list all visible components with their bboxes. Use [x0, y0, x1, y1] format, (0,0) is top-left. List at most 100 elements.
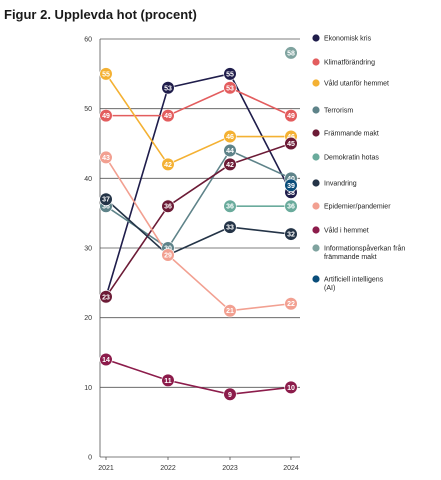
- data-label: 36: [226, 204, 234, 211]
- series-line: [105, 198, 292, 256]
- series-line: [105, 72, 292, 297]
- series-line: [105, 142, 292, 298]
- data-point: [161, 81, 175, 95]
- data-point: [161, 248, 175, 262]
- legend-label: Terrorism: [324, 108, 353, 115]
- data-point: [99, 290, 113, 304]
- legend-label: Invandring: [324, 181, 357, 188]
- data-label: 32: [287, 232, 295, 239]
- data-point: [223, 387, 237, 401]
- legend-marker: [312, 34, 320, 42]
- data-label: 58: [287, 50, 295, 57]
- legend-label: Klimatförändring: [324, 60, 375, 67]
- data-label: 36: [102, 204, 110, 211]
- y-tick-label: 40: [84, 176, 92, 183]
- legend-label: Artificiell intelligens (AI): [324, 277, 384, 293]
- data-label: 46: [226, 134, 234, 141]
- legend-marker: [312, 179, 320, 187]
- data-label: 11: [164, 378, 172, 385]
- data-point: [161, 199, 175, 213]
- x-tick-label: 2021: [98, 465, 114, 472]
- legend-label: Våld i hemmet: [324, 227, 369, 235]
- legend-marker: [312, 153, 320, 161]
- data-point: [284, 380, 298, 394]
- data-label: 49: [102, 113, 110, 120]
- data-label: 43: [102, 155, 110, 162]
- data-label: 45: [287, 141, 295, 148]
- y-axis: 0 10 20 30 40 50 60: [84, 37, 92, 462]
- x-tick-label: 2024: [283, 465, 299, 472]
- data-point: [223, 199, 237, 213]
- data-label: 10: [287, 385, 295, 392]
- legend-label: Främmande makt: [324, 131, 379, 138]
- legend-label: Våld utanför hemmet: [324, 80, 389, 88]
- data-point: [284, 136, 298, 151]
- data-label: 37: [102, 197, 110, 204]
- data-label: 36: [164, 204, 172, 211]
- data-point: [284, 297, 298, 311]
- data-label: 38: [287, 190, 295, 197]
- data-point: [223, 220, 237, 234]
- series-line: [105, 157, 292, 312]
- data-point: [99, 352, 113, 367]
- legend-marker: [312, 129, 320, 137]
- series-lines: [105, 72, 292, 396]
- legend-label: Demokratin hotas: [324, 155, 379, 162]
- data-point: [284, 227, 298, 241]
- series-line: [105, 149, 292, 250]
- data-label: 29: [164, 252, 172, 259]
- data-point: [284, 46, 298, 60]
- legend-label: Ekonomisk kris: [324, 36, 372, 43]
- data-label: 53: [226, 85, 234, 92]
- legend: Ekonomisk kris Klimatförändring Våld utanf…: [312, 34, 405, 292]
- legend-marker: [312, 202, 320, 210]
- series-line: [105, 73, 291, 166]
- y-tick-label: 50: [84, 106, 92, 113]
- data-label: 55: [102, 71, 110, 78]
- data-point: [223, 81, 237, 95]
- data-point: [284, 109, 298, 123]
- legend-marker: [312, 244, 320, 252]
- data-point: [161, 109, 175, 123]
- y-tick-label: 60: [84, 37, 92, 44]
- data-label: 53: [164, 85, 172, 92]
- data-point: [99, 109, 113, 123]
- y-tick-label: 0: [88, 455, 92, 462]
- data-point: [284, 199, 298, 213]
- data-label: 23: [102, 294, 110, 301]
- data-label: 33: [226, 225, 234, 232]
- data-label: 49: [287, 113, 295, 120]
- data-label: 44: [226, 148, 234, 155]
- data-point: [223, 129, 237, 144]
- data-label: 42: [164, 162, 172, 169]
- x-tick-label: 2023: [222, 465, 238, 472]
- data-label: 49: [164, 113, 172, 120]
- data-point: [99, 67, 113, 81]
- legend-label: Epidemier/pandemier: [324, 204, 391, 211]
- x-axis: 2021 2022 2023 2024: [98, 457, 299, 472]
- series-line: [106, 86, 292, 117]
- legend-marker: [312, 58, 320, 66]
- series-line: [105, 358, 292, 396]
- data-label: 55: [226, 71, 234, 78]
- data-point: [223, 304, 237, 318]
- data-label: 22: [287, 301, 295, 308]
- data-label: 36: [287, 204, 295, 211]
- figure-title: Figur 2. Upplevda hot (procent): [4, 7, 197, 22]
- legend-marker: [312, 106, 320, 114]
- data-point: [99, 150, 113, 165]
- data-point: [223, 157, 237, 171]
- y-tick-label: 30: [84, 246, 92, 253]
- legend-marker: [312, 275, 320, 283]
- legend-marker: [312, 226, 320, 234]
- data-point: [161, 373, 175, 387]
- y-tick-label: 10: [84, 385, 92, 392]
- data-point: [99, 192, 113, 206]
- data-point: [161, 157, 175, 171]
- data-label: 9: [228, 392, 232, 399]
- data-point: [223, 143, 237, 158]
- legend-marker: [312, 79, 320, 87]
- series-points: 2353553849495349554246463630444023364245…: [99, 46, 298, 401]
- data-label: 21: [226, 308, 234, 315]
